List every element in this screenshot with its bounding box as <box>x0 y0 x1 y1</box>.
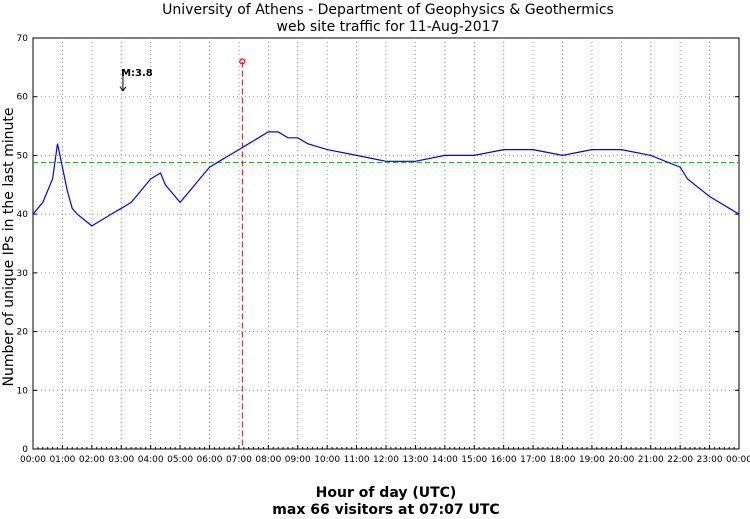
x-tick-label: 18:00 <box>550 455 576 465</box>
x-tick-label: 03:00 <box>108 455 134 465</box>
x-tick-label: 01:00 <box>49 455 75 465</box>
y-tick-label: 60 <box>17 93 29 103</box>
x-tick-label: 06:00 <box>197 455 223 465</box>
x-tick-label: 16:00 <box>491 455 517 465</box>
x-tick-label: 20:00 <box>608 455 634 465</box>
chart-subtitle: web site traffic for 11-Aug-2017 <box>277 19 500 35</box>
x-tick-label: 08:00 <box>255 455 281 465</box>
x-tick-label: 04:00 <box>138 455 164 465</box>
x-tick-label: 21:00 <box>638 455 664 465</box>
y-tick-label: 30 <box>17 269 29 279</box>
x-tick-label: 22:00 <box>667 455 693 465</box>
x-tick-label: 17:00 <box>520 455 546 465</box>
x-axis-label: Hour of day (UTC) <box>316 485 457 501</box>
annotation-label: M:3.8 <box>121 68 153 79</box>
x-tick-label: 13:00 <box>402 455 428 465</box>
x-tick-label: 05:00 <box>167 455 193 465</box>
y-tick-label: 40 <box>17 210 29 220</box>
y-axis-label: Number of unique IPs in the last minute <box>1 108 17 387</box>
y-tick-label: 20 <box>17 328 29 338</box>
chart-title: University of Athens - Department of Geo… <box>162 2 614 18</box>
x-tick-label: 12:00 <box>373 455 399 465</box>
x-tick-label: 00:00 <box>20 455 46 465</box>
x-tick-label: 11:00 <box>344 455 370 465</box>
y-tick-label: 70 <box>17 34 29 44</box>
x-tick-label: 14:00 <box>432 455 458 465</box>
y-tick-label: 0 <box>22 445 28 455</box>
series-line <box>32 131 740 227</box>
max-marker-point <box>239 58 246 65</box>
x-tick-label: 09:00 <box>285 455 311 465</box>
chart-footer: max 66 visitors at 07:07 UTC <box>272 502 499 515</box>
x-tick-label: 07:00 <box>226 455 252 465</box>
x-tick-label: 19:00 <box>579 455 605 465</box>
x-tick-label: 00:00 <box>726 455 750 465</box>
y-tick-label: 50 <box>17 151 29 161</box>
x-tick-label: 10:00 <box>314 455 340 465</box>
plot-border <box>32 37 740 450</box>
annotation-arrowhead <box>119 86 127 92</box>
x-tick-label: 02:00 <box>79 455 105 465</box>
y-tick-label: 10 <box>17 386 29 396</box>
x-tick-label: 15:00 <box>461 455 487 465</box>
x-tick-label: 23:00 <box>697 455 723 465</box>
